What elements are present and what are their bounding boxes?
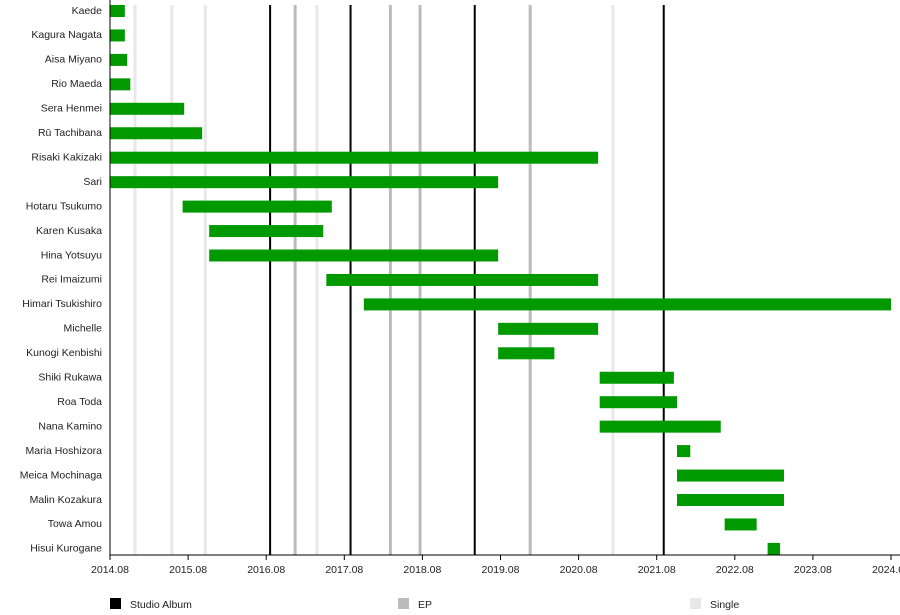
bar: [498, 347, 555, 360]
y-tick-label: Rio Maeda: [51, 78, 102, 90]
bar: [110, 151, 599, 164]
y-tick-label: Shiki Rukawa: [38, 372, 102, 384]
y-tick-label: Sera Henmei: [41, 103, 102, 115]
bar: [677, 494, 785, 506]
y-tick-label: Himari Tsukishiro: [22, 298, 102, 310]
y-tick-label: Aisa Miyano: [45, 54, 102, 66]
legend-label: EP: [418, 599, 432, 611]
bar: [599, 371, 674, 384]
y-tick-label: Kunogi Kenbishi: [26, 347, 102, 359]
x-tick-label: 2017.08: [325, 564, 363, 576]
y-tick-label: Risaki Kakizaki: [31, 151, 102, 163]
bar: [110, 29, 125, 42]
legend-label: Studio Album: [130, 599, 192, 611]
bar: [110, 53, 128, 66]
x-tick-label: 2021.08: [638, 564, 676, 576]
bar: [498, 322, 599, 335]
x-tick-label: 2019.08: [482, 564, 520, 576]
y-tick-label: Kaede: [72, 5, 103, 17]
x-tick-label: 2022.08: [716, 564, 754, 576]
bar: [209, 249, 499, 262]
y-tick-label: Rei Imaizumi: [41, 274, 102, 286]
y-tick-label: Roa Toda: [57, 396, 102, 408]
legend-swatch: [398, 598, 409, 609]
x-tick-label: 2020.08: [560, 564, 598, 576]
y-tick-label: Meica Mochinaga: [20, 469, 102, 481]
bar: [599, 396, 678, 409]
y-tick-label: Kagura Nagata: [31, 29, 102, 41]
bar: [110, 176, 499, 189]
y-tick-label: Nana Kamino: [38, 420, 102, 432]
x-tick-label: 2024.08: [872, 564, 900, 576]
legend-swatch: [110, 598, 121, 609]
y-tick-label: Towa Amou: [48, 518, 102, 530]
bar: [767, 542, 781, 555]
y-tick-label: Karen Kusaka: [36, 225, 102, 237]
y-tick-label: Hotaru Tsukumo: [26, 200, 102, 212]
y-tick-label: Sari: [83, 176, 102, 188]
bar: [182, 200, 332, 213]
bar: [677, 445, 691, 458]
legend-swatch: [690, 598, 701, 609]
bar: [110, 102, 185, 115]
bar: [110, 5, 125, 17]
x-tick-label: 2018.08: [403, 564, 441, 576]
bar: [110, 78, 131, 91]
bar: [724, 518, 757, 531]
bar: [363, 298, 891, 311]
y-tick-label: Maria Hoshizora: [26, 445, 103, 457]
y-tick-label: Hisui Kurogane: [30, 543, 102, 555]
legend-label: Single: [710, 599, 739, 611]
bar: [326, 273, 599, 286]
x-tick-label: 2014.08: [91, 564, 129, 576]
bar: [599, 420, 721, 433]
bar: [110, 127, 203, 140]
bar: [209, 225, 324, 238]
y-tick-label: Rū Tachibana: [38, 127, 102, 139]
y-tick-label: Malin Kozakura: [30, 494, 103, 506]
x-tick-label: 2023.08: [794, 564, 832, 576]
x-tick-label: 2016.08: [247, 564, 285, 576]
bar: [677, 469, 785, 482]
y-tick-label: Hina Yotsuyu: [41, 249, 102, 261]
x-tick-label: 2015.08: [169, 564, 207, 576]
y-tick-label: Michelle: [63, 323, 102, 335]
